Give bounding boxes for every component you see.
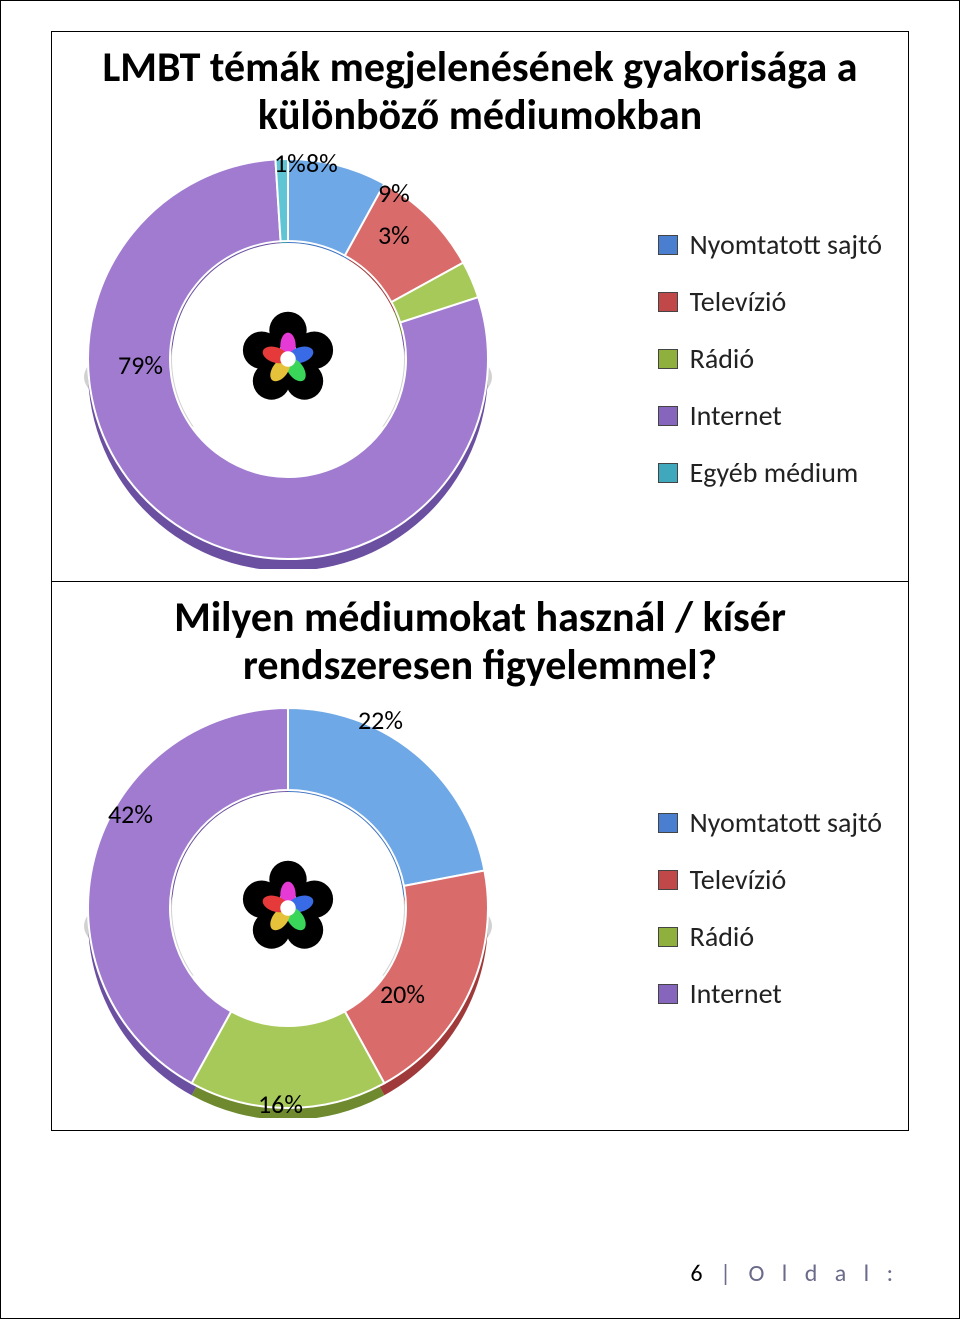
page-word-text: O l d a l : <box>748 1259 899 1288</box>
chart1-donut: 1% 8% 9% 3% 79% <box>78 149 498 569</box>
chart1-title: LMBT témák megjelenésének gyakorisága a … <box>68 44 892 141</box>
chart1-label-internet: 79% <box>118 349 163 381</box>
legend-label: Rádió <box>690 919 755 954</box>
chart1-label-other: 1% <box>274 147 306 179</box>
swatch-icon <box>658 927 678 947</box>
center-logo-icon <box>220 291 356 427</box>
swatch-icon <box>658 870 678 890</box>
legend-label: Internet <box>690 976 782 1011</box>
legend-item-internet: Internet <box>658 976 882 1011</box>
chart1-label-tv: 9% <box>378 177 410 209</box>
legend-item-tv: Televízió <box>658 862 882 897</box>
page-number: 6 <box>690 1259 702 1288</box>
page-footer: 6 | O l d a l : <box>690 1259 899 1288</box>
legend-label: Rádió <box>690 341 755 376</box>
legend-item-print: Nyomtatott sajtó <box>658 805 882 840</box>
swatch-icon <box>658 984 678 1004</box>
chart2-title: Milyen médiumokat használ / kísér rendsz… <box>68 594 892 691</box>
swatch-icon <box>658 463 678 483</box>
legend-item-tv: Televízió <box>658 284 882 319</box>
chart2-label-internet: 42% <box>108 798 153 830</box>
swatch-icon <box>658 349 678 369</box>
legend-label: Televízió <box>690 284 787 319</box>
chart2-donut: 22% 20% 16% 42% <box>78 698 498 1118</box>
center-logo-icon <box>220 840 356 976</box>
flower-icon <box>233 853 343 963</box>
chart2-label-tv: 20% <box>380 978 425 1010</box>
panel-chart-2: Milyen médiumokat használ / kísér rendsz… <box>51 582 909 1132</box>
legend-label: Nyomtatott sajtó <box>690 805 882 840</box>
legend-item-other: Egyéb médium <box>658 455 882 490</box>
swatch-icon <box>658 292 678 312</box>
chart2-row: 22% 20% 16% 42% Nyomtatott sajtó Televíz… <box>68 698 892 1118</box>
page: LMBT témák megjelenésének gyakorisága a … <box>0 0 960 1319</box>
chart1-label-print: 8% <box>306 147 338 179</box>
swatch-icon <box>658 406 678 426</box>
flower-icon <box>233 304 343 414</box>
chart2-label-radio: 16% <box>258 1088 303 1120</box>
swatch-icon <box>658 813 678 833</box>
legend-label: Egyéb médium <box>690 455 859 490</box>
legend-label: Nyomtatott sajtó <box>690 227 882 262</box>
legend-label: Internet <box>690 398 782 433</box>
chart2-label-print: 22% <box>358 704 403 736</box>
chart1-legend: Nyomtatott sajtó Televízió Rádió Interne… <box>658 227 882 490</box>
page-word: | <box>720 1259 748 1288</box>
chart1-label-radio: 3% <box>378 219 410 251</box>
swatch-icon <box>658 235 678 255</box>
legend-item-radio: Rádió <box>658 341 882 376</box>
chart2-legend: Nyomtatott sajtó Televízió Rádió Interne… <box>658 805 882 1011</box>
legend-item-radio: Rádió <box>658 919 882 954</box>
panel-chart-1: LMBT témák megjelenésének gyakorisága a … <box>51 31 909 582</box>
legend-label: Televízió <box>690 862 787 897</box>
legend-item-internet: Internet <box>658 398 882 433</box>
legend-item-print: Nyomtatott sajtó <box>658 227 882 262</box>
chart1-row: 1% 8% 9% 3% 79% Nyomtatott sajtó Televíz… <box>68 149 892 569</box>
